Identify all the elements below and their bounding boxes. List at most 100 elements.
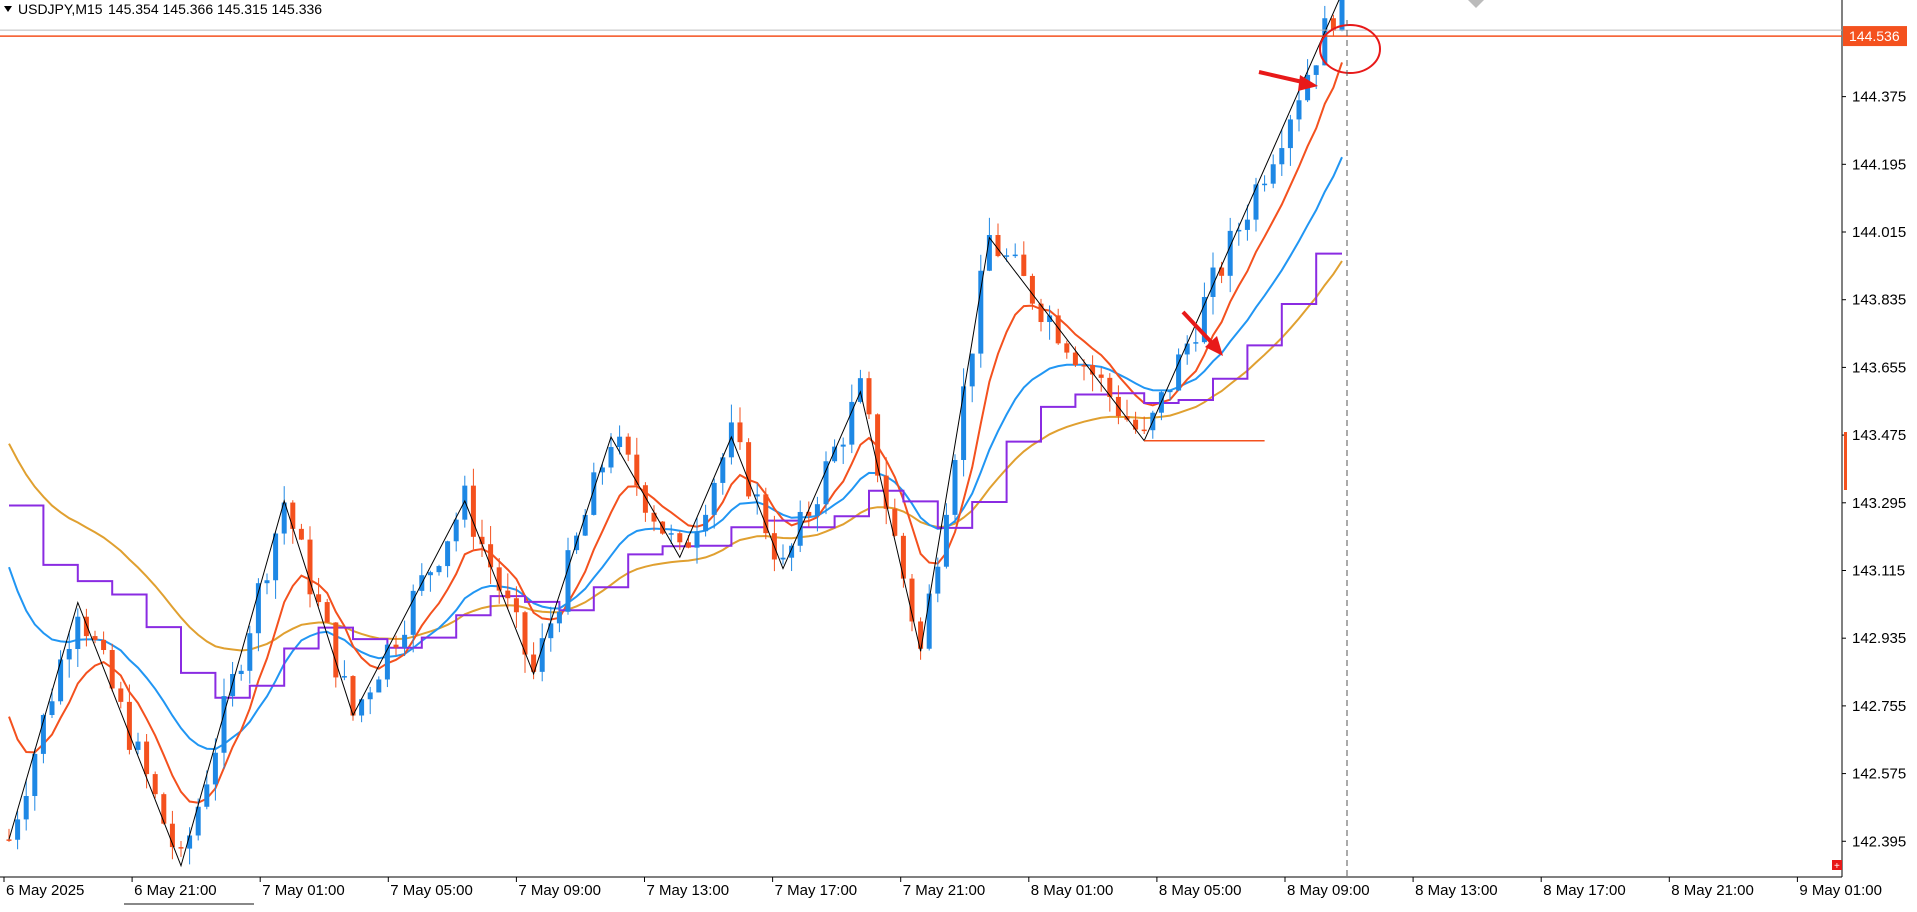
highlight-circle	[1319, 24, 1381, 74]
scroll-marker-icon[interactable]	[1468, 0, 1484, 8]
candle	[221, 678, 227, 769]
candle	[883, 457, 889, 525]
ema-fast-line	[8, 62, 1343, 804]
candle-body	[900, 535, 906, 579]
candle	[49, 688, 55, 718]
zigzag-layer	[8, 0, 1340, 868]
candle-body	[92, 636, 98, 640]
time-tick-label: 7 May 01:00	[262, 882, 345, 899]
red-arrow-lower	[1181, 310, 1223, 356]
candle-body	[513, 598, 519, 613]
candle-body	[1244, 219, 1250, 230]
price-tick-label: 144.195	[1852, 156, 1906, 173]
candle-body	[350, 676, 356, 716]
symbol-header[interactable]: USDJPY,M15 145.354 145.366 145.315 145.3…	[4, 1, 322, 17]
candle	[754, 483, 760, 515]
candle-body	[195, 806, 201, 836]
candle	[341, 660, 347, 681]
candle-body	[1236, 229, 1242, 232]
candle	[1029, 273, 1035, 310]
annotations: +	[1181, 0, 1847, 877]
dropdown-triangle-icon[interactable]	[4, 6, 12, 12]
candle-body	[952, 459, 958, 515]
price-tick-label: 143.655	[1852, 359, 1906, 376]
candle-body	[883, 475, 889, 509]
candle	[496, 557, 502, 604]
candle	[728, 404, 734, 465]
candle	[651, 505, 657, 532]
candle	[1012, 243, 1018, 259]
candle	[513, 586, 519, 628]
candle-body	[565, 550, 571, 612]
price-axis-marker	[1844, 432, 1847, 490]
candle	[617, 425, 623, 455]
candle-body	[49, 701, 55, 716]
candle-body	[1313, 65, 1319, 75]
candle	[1184, 335, 1190, 365]
candle	[720, 453, 726, 495]
candle-body	[1184, 343, 1190, 355]
candle-body	[436, 566, 442, 573]
candle	[212, 738, 218, 801]
time-tick-label: 7 May 13:00	[647, 882, 730, 899]
candle-body	[642, 485, 648, 513]
ema-slow-line	[8, 260, 1343, 652]
time-tick-label: 6 May 2025	[6, 882, 84, 899]
candle-body	[453, 519, 459, 542]
candle	[264, 573, 270, 595]
time-tick-label: 8 May 17:00	[1543, 882, 1626, 899]
candle	[273, 531, 279, 599]
candle-body	[1339, 0, 1345, 31]
candle	[281, 486, 287, 545]
candle-body	[1004, 255, 1010, 257]
candle	[634, 437, 640, 496]
candle	[875, 413, 881, 483]
candle-body	[1227, 230, 1233, 276]
candle	[505, 573, 511, 609]
candle	[1330, 14, 1336, 37]
candle-body	[995, 235, 1001, 257]
candle-body	[1098, 374, 1104, 378]
candle	[608, 433, 614, 474]
candle	[32, 748, 38, 811]
price-tick-label: 143.115	[1852, 562, 1905, 579]
candle-body	[875, 414, 881, 476]
candle	[238, 664, 244, 681]
time-tick-label: 7 May 17:00	[775, 882, 858, 899]
candle	[823, 451, 829, 515]
current-price-tag: 144.536	[1843, 26, 1907, 47]
candle-body	[582, 514, 588, 536]
candle	[952, 454, 958, 524]
candle-body	[178, 847, 184, 849]
candle-body	[118, 688, 124, 702]
time-tick-label: 8 May 01:00	[1031, 882, 1114, 899]
candle	[1141, 416, 1147, 434]
candle-body	[109, 650, 115, 689]
candle-body	[1287, 119, 1293, 149]
candle	[290, 500, 296, 544]
candle	[152, 771, 158, 799]
candle	[1193, 327, 1199, 352]
candle-body	[969, 353, 975, 387]
candle	[307, 526, 313, 608]
candle	[995, 223, 1001, 258]
candle-body	[1029, 275, 1035, 304]
candle	[961, 368, 967, 477]
candle	[298, 523, 304, 541]
candle	[711, 478, 717, 529]
candle	[75, 608, 81, 667]
plus-icon[interactable]: +	[1834, 861, 1840, 872]
candle	[780, 544, 786, 565]
price-tick-label: 143.475	[1852, 427, 1906, 444]
candle-body	[359, 699, 365, 716]
candle-body	[221, 696, 227, 753]
candle-body	[539, 638, 545, 672]
candle-body	[806, 511, 812, 516]
candle-layer	[6, 0, 1345, 865]
candle	[522, 610, 528, 673]
autoscroll-button[interactable]	[1832, 860, 1842, 870]
candle-body	[746, 442, 752, 497]
candle-body	[556, 611, 562, 624]
